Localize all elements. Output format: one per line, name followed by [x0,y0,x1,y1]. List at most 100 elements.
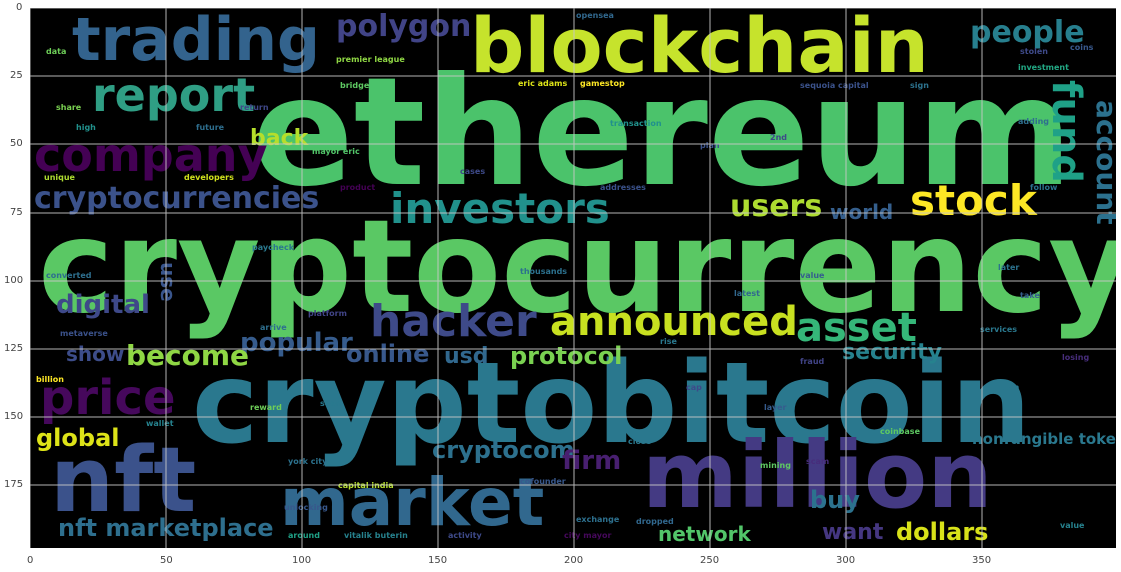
word-loan: loan [1000,383,1020,392]
word-protocol: protocol [510,342,623,370]
word-future: future [196,123,225,132]
word-plan: plan [700,141,720,150]
word-nft: nft [50,428,197,533]
y-tick-label: 175 [4,479,24,490]
word-mayor-eric: mayor eric [312,147,360,156]
word-arrive: arrive [260,323,287,332]
word-polygon: polygon [336,9,472,44]
word-use: use [156,262,180,302]
word-transaction: transaction [610,119,662,128]
word-unique: unique [44,173,75,182]
word-later: later [998,263,1020,272]
word-capital-india: capital india [338,481,394,490]
word-product: product [340,183,376,192]
x-tick-label: 0 [27,555,34,566]
word-cap: cap [686,383,702,392]
y-tick-label: 25 [10,70,23,81]
word-security: security [842,340,942,365]
word-cryptocurrencies: cryptocurrencies [34,181,320,216]
word-announced: announced [550,299,798,345]
word-scam: scam [806,457,830,466]
word-around: around [288,531,320,540]
word-million: million [642,422,993,529]
word-buy: buy [810,486,860,514]
word-market: market [280,464,545,541]
word-stolen: stolen [1020,47,1048,56]
word-value-2: value [1060,521,1085,530]
word-premier-league: premier league [336,55,405,64]
word-cryptocom: cryptocom [432,436,575,464]
word-online: online [346,340,430,368]
x-tick-label: 250 [700,555,720,566]
y-tick-label: 0 [16,2,23,13]
word-vitalik-buterin: vitalik buterin [344,531,408,540]
word-eric-adams: eric adams [518,79,568,88]
word-become: become [126,339,250,372]
word-layer: layer [764,403,787,412]
word-return: return [240,103,269,112]
word-ethereum: ethereum [252,46,1073,220]
y-tick-label: 100 [4,275,24,286]
y-tick-label: 150 [4,411,24,422]
word-coinbase: coinbase [880,427,920,436]
word-cases: cases [460,167,486,176]
word-cryptocurrency: cryptocurrency [38,193,1116,342]
x-tick-label: 200 [564,555,584,566]
word-share: share [56,103,82,112]
word-users: users [730,189,823,224]
word-seen: seen [320,399,342,408]
word-report: report [92,68,256,122]
word-sequoia-capital: sequoia capital [800,81,869,90]
word-fraud: fraud [800,357,825,366]
word-price: price [40,370,176,426]
word-investors: investors [390,184,610,233]
x-tick-label: 150 [428,555,448,566]
word-cofounder: cofounder [520,477,566,486]
word-york-city: york city [288,457,328,466]
word-paycheck: paycheck [252,243,295,252]
word-adding: adding [1018,117,1050,126]
word-2nd: 2nd [770,133,787,142]
word-mining: mining [760,461,791,470]
x-tick-label: 50 [160,555,173,566]
word-addresses: addresses [600,183,646,192]
y-tick-label: 50 [10,138,23,149]
word-reward: reward [250,403,282,412]
word-data: data [46,47,67,56]
word-converted: converted [46,271,92,280]
word-wallet: wallet [146,419,174,428]
word-digital: digital [56,290,150,320]
x-tick-label: 350 [972,555,992,566]
word-billion: billion [36,375,64,384]
x-tick-label: 300 [836,555,856,566]
word-investment: investment [1018,63,1069,72]
word-opensea: opensea [576,11,614,20]
word-cryptobitcoin: cryptobitcoin [192,339,1031,469]
word-rise: rise [660,337,677,346]
word-account: account [1090,100,1116,225]
word-developers: developers [184,173,234,182]
word-thousands: thousands [520,267,568,276]
word-usd: usd [444,344,489,369]
word-high: high [76,123,96,132]
word-hacker: hacker [370,296,537,347]
word-want: want [822,520,884,545]
word-close: close [628,437,652,446]
wordcloud-image: ethereum cryptocurrency cryptobitcoin bl… [30,8,1116,548]
word-company: company [34,128,268,182]
word-world: world [830,200,894,224]
word-take: take [1020,291,1040,300]
word-stock: stock [910,176,1037,225]
word-value: value [800,271,825,280]
word-unlocking: unlocking [284,503,328,512]
word-services: services [980,325,1018,334]
word-platform: platform [308,309,347,318]
word-show: show [66,342,125,366]
word-popular: popular [240,328,353,358]
word-dropped: dropped [636,517,674,526]
y-tick-label: 125 [4,343,24,354]
word-nonfungible-token: nonfungible token [972,430,1116,448]
word-exchange: exchange [576,515,620,524]
word-city-mayor: city mayor [564,531,612,540]
word-dollars: dollars [896,518,989,546]
